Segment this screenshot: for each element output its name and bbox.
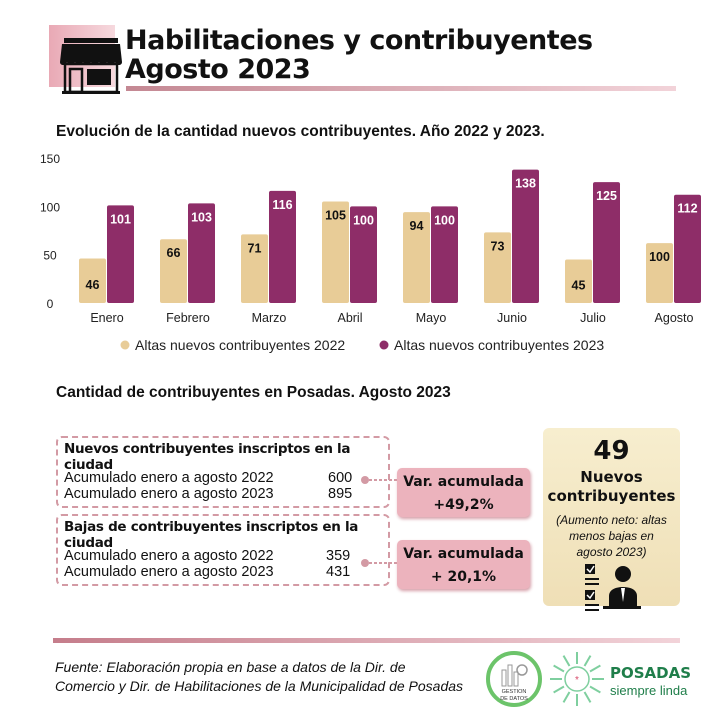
y-tick-label: 0	[47, 297, 54, 311]
x-tick-label: Abril	[337, 311, 362, 325]
bar-2023	[350, 206, 377, 303]
posadas-logo-text: POSADAS	[610, 664, 692, 682]
bar-2023	[188, 203, 215, 303]
net-label2: contribuyentes	[547, 487, 676, 505]
data-label: 66	[167, 246, 181, 260]
bar-2022	[403, 212, 430, 303]
source-line2: Comercio y Dir. de Habilitaciones de la …	[55, 678, 464, 694]
var-label: Var. acumulada	[403, 546, 524, 562]
net-number: 49	[593, 436, 630, 466]
posadas-emblem-icon: *	[550, 652, 604, 706]
row-label: Acumulado enero a agosto 2023	[64, 564, 274, 580]
var-label: Var. acumulada	[403, 474, 524, 490]
row-value: 359	[326, 548, 351, 564]
bar-2023	[269, 190, 296, 303]
title-line1: Habilitaciones y contribuyentes	[125, 25, 593, 56]
var-bajas-badge: Var. acumulada + 20,1%	[397, 540, 530, 589]
x-tick-label: Julio	[580, 311, 606, 325]
data-label: 45	[572, 278, 586, 292]
bajas-title: Bajas de contribuyentes inscriptos en la…	[64, 519, 359, 551]
data-label: 94	[410, 219, 424, 233]
data-label: 100	[353, 213, 374, 227]
bar-2023	[512, 169, 539, 303]
header-divider	[126, 86, 676, 91]
source-note: Fuente: Elaboración propia en base a dat…	[55, 658, 463, 696]
var-value: + 20,1%	[430, 569, 497, 585]
bar-2023	[431, 206, 458, 303]
row-value: 431	[326, 564, 351, 580]
storefront-icon	[60, 38, 122, 94]
row-label: Acumulado enero a agosto 2023	[64, 486, 274, 502]
bar-2022	[322, 201, 349, 303]
bar-2022	[565, 259, 592, 303]
data-label: 105	[325, 209, 346, 223]
bar-2022	[646, 243, 673, 303]
x-tick-label: Junio	[497, 311, 527, 325]
bar-2022	[160, 239, 187, 303]
legend-swatch	[120, 340, 130, 350]
x-tick-label: Marzo	[252, 311, 287, 325]
page-title: Habilitaciones y contribuyentes Agosto 20…	[125, 26, 593, 84]
data-label: 116	[272, 198, 292, 212]
gestion-datos-logo: GESTION DE DATOS	[486, 651, 542, 707]
data-label: 125	[596, 189, 617, 203]
y-tick-label: 100	[40, 200, 60, 214]
data-label: 100	[434, 213, 455, 227]
section-title: Cantidad de contribuyentes en Posadas. A…	[56, 384, 451, 401]
bar-2023	[593, 182, 620, 303]
svg-text:GESTION: GESTION	[502, 689, 527, 695]
row-value: 895	[328, 486, 353, 502]
x-tick-label: Febrero	[166, 311, 210, 325]
nuevos-title: Nuevos contribuyentes inscriptos en la c…	[64, 441, 351, 473]
svg-text:*: *	[575, 675, 579, 686]
checklist-person-icon	[585, 564, 641, 611]
legend-label: Altas nuevos contribuyentes 2023	[394, 337, 604, 353]
net-note: (Aumento neto: altas menos bajas en agos…	[556, 513, 667, 559]
data-label: 101	[110, 212, 131, 226]
data-label: 73	[491, 239, 505, 253]
y-tick-label: 150	[40, 152, 60, 166]
x-tick-label: Mayo	[416, 311, 447, 325]
legend-swatch	[379, 340, 389, 350]
row-label: Acumulado enero a agosto 2022	[64, 548, 274, 564]
bar-2022	[241, 234, 268, 303]
data-label: 112	[677, 202, 697, 216]
data-label: 138	[515, 177, 536, 191]
nuevos-box: Nuevos contribuyentes inscriptos en la c…	[56, 436, 390, 508]
data-label: 46	[86, 278, 100, 292]
bar-2022	[79, 258, 106, 303]
connector	[361, 476, 400, 484]
net-label1: Nuevos	[580, 468, 643, 486]
chart-title: Evolución de la cantidad nuevos contribu…	[56, 123, 545, 140]
bar-2023	[674, 194, 701, 303]
bajas-box: Bajas de contribuyentes inscriptos en la…	[56, 514, 390, 586]
legend-label: Altas nuevos contribuyentes 2022	[135, 337, 345, 353]
y-tick-label: 50	[43, 249, 57, 263]
x-tick-label: Agosto	[655, 311, 694, 325]
var-nuevos-badge: Var. acumulada +49,2%	[397, 468, 530, 517]
source-line1: Fuente: Elaboración propia en base a dat…	[55, 659, 406, 675]
footer-divider	[53, 638, 680, 643]
bar-2023	[107, 205, 134, 303]
data-label: 103	[191, 210, 212, 224]
connector	[361, 559, 400, 567]
row-value: 600	[328, 470, 353, 486]
var-value: +49,2%	[433, 497, 494, 513]
posadas-tagline: siempre linda	[610, 683, 688, 698]
title-line2: Agosto 2023	[125, 54, 311, 85]
data-label: 71	[248, 241, 262, 255]
data-label: 100	[649, 250, 670, 264]
bar-chart: 0 50 100 150 46 101 Enero 66 103 Febrero 71 116 Marz…	[40, 152, 701, 353]
row-label: Acumulado enero a agosto 2022	[64, 470, 274, 486]
svg-text:DE DATOS: DE DATOS	[500, 696, 528, 702]
net-panel: 49 Nuevos contribuyentes (Aumento neto: a…	[543, 428, 680, 606]
bar-2022	[484, 232, 511, 303]
x-tick-label: Enero	[90, 311, 123, 325]
